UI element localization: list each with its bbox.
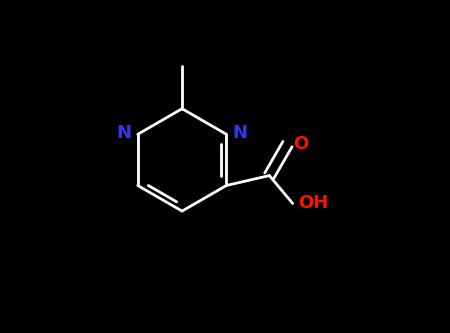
Text: O: O xyxy=(293,135,309,153)
Text: OH: OH xyxy=(297,194,328,212)
Text: N: N xyxy=(232,124,248,142)
Text: N: N xyxy=(117,124,132,142)
